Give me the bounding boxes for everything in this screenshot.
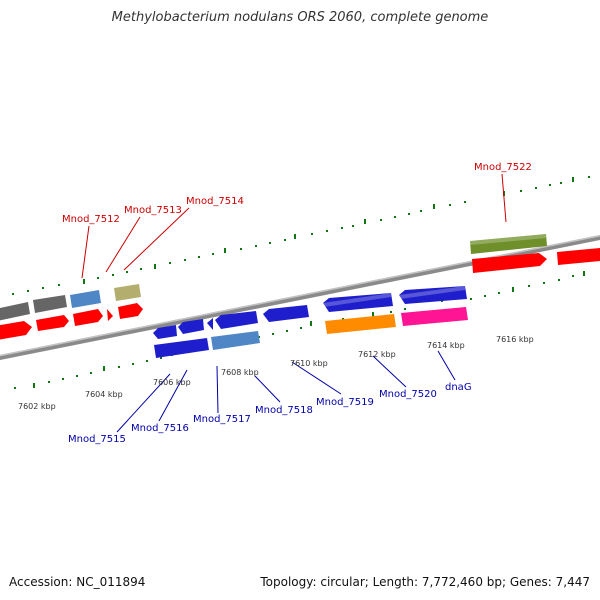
label-mnod-7519[interactable]: Mnod_7519 bbox=[316, 397, 374, 408]
scale-label-7602: 7602 kbp bbox=[18, 402, 56, 411]
gene-red-4[interactable] bbox=[118, 303, 143, 319]
label-mnod-7514[interactable]: Mnod_7514 bbox=[186, 196, 244, 207]
scale-label-7606: 7606 kbp bbox=[153, 378, 191, 387]
reverse-labels: Mnod_7515 Mnod_7516 Mnod_7517 Mnod_7518 … bbox=[68, 382, 472, 445]
label-dnag[interactable]: dnaG bbox=[445, 382, 472, 393]
forward-genes bbox=[0, 234, 600, 340]
label-mnod-7512[interactable]: Mnod_7512 bbox=[62, 214, 120, 225]
gene-blue-5[interactable] bbox=[323, 293, 393, 312]
gene-blue-6[interactable] bbox=[399, 286, 467, 304]
gene-blue-1[interactable] bbox=[153, 325, 177, 339]
gene-blue-small[interactable] bbox=[207, 318, 213, 330]
gene-grey-2[interactable] bbox=[33, 295, 67, 313]
gene-steelblue-1[interactable] bbox=[70, 290, 101, 308]
gene-red-5[interactable] bbox=[472, 253, 547, 273]
gene-red-6[interactable] bbox=[557, 248, 600, 265]
label-mnod-7517[interactable]: Mnod_7517 bbox=[193, 414, 251, 425]
gene-red-1[interactable] bbox=[0, 321, 32, 340]
gene-grey-1[interactable] bbox=[0, 302, 30, 321]
gene-magenta-dnaG[interactable] bbox=[401, 307, 468, 326]
gene-blue-3[interactable] bbox=[215, 311, 258, 329]
page-title: Methylobacterium nodulans ORS 2060, comp… bbox=[111, 10, 489, 25]
forward-label-lines bbox=[81, 173, 507, 279]
scale-label-7612: 7612 kbp bbox=[358, 350, 396, 359]
gene-steelblue-2[interactable] bbox=[211, 331, 260, 350]
scale-label-7610: 7610 kbp bbox=[290, 359, 328, 368]
label-mnod-7516[interactable]: Mnod_7516 bbox=[131, 423, 189, 434]
gene-olive-7522[interactable] bbox=[470, 234, 547, 254]
gene-blue-2[interactable] bbox=[178, 319, 204, 334]
reverse-genes bbox=[153, 286, 468, 358]
scale-label-7608: 7608 kbp bbox=[221, 368, 259, 377]
gene-red-3[interactable] bbox=[73, 309, 103, 326]
scale-label-7604: 7604 kbp bbox=[85, 390, 123, 399]
gene-blue-7[interactable] bbox=[154, 338, 209, 358]
forward-labels: Mnod_7512 Mnod_7513 Mnod_7514 Mnod_7522 bbox=[62, 162, 532, 225]
label-mnod-7522[interactable]: Mnod_7522 bbox=[474, 162, 532, 173]
reverse-label-lines bbox=[116, 350, 456, 433]
gene-orange-7520[interactable] bbox=[325, 314, 396, 334]
forward-scale-ticks bbox=[12, 176, 590, 295]
scale-labels: 7602 kbp 7604 kbp 7606 kbp 7608 kbp 7610… bbox=[18, 335, 534, 411]
label-mnod-7513[interactable]: Mnod_7513 bbox=[124, 205, 182, 216]
genome-summary-text: Topology: circular; Length: 7,772,460 bp… bbox=[260, 575, 590, 589]
gene-blue-4[interactable] bbox=[263, 305, 309, 322]
gene-red-2[interactable] bbox=[36, 315, 69, 331]
label-mnod-7515[interactable]: Mnod_7515 bbox=[68, 434, 126, 445]
scale-label-7616: 7616 kbp bbox=[496, 335, 534, 344]
reverse-scale-ticks bbox=[14, 271, 585, 389]
accession-text: Accession: NC_011894 bbox=[9, 575, 146, 589]
gene-highlights bbox=[323, 234, 546, 307]
scale-label-7614: 7614 kbp bbox=[427, 341, 465, 350]
label-mnod-7518[interactable]: Mnod_7518 bbox=[255, 405, 313, 416]
backbone bbox=[0, 212, 600, 383]
gene-red-small[interactable] bbox=[107, 309, 113, 321]
label-mnod-7520[interactable]: Mnod_7520 bbox=[379, 389, 437, 400]
gene-khaki-1[interactable] bbox=[114, 284, 141, 301]
